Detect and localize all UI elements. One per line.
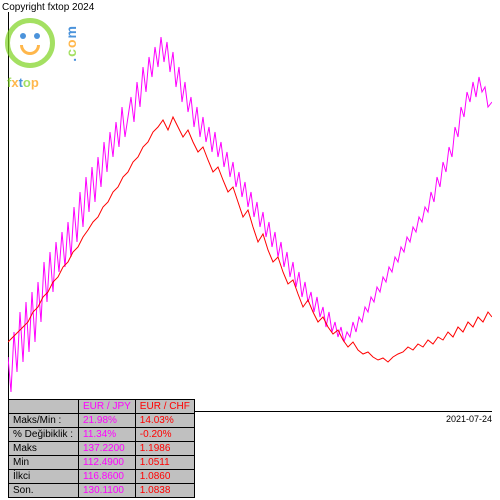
cell: 112.4900	[79, 456, 136, 470]
row-label: Min	[9, 456, 79, 470]
cell: 14.03%	[135, 414, 194, 428]
chart-lines	[8, 12, 492, 412]
table-row: İlkci116.86001.0860	[9, 470, 195, 484]
logo-smile	[20, 45, 40, 55]
row-label: Son.	[9, 484, 79, 498]
row-label: Maks	[9, 442, 79, 456]
table-row: Min112.49001.0511	[9, 456, 195, 470]
stats-col-0: EUR / JPY	[79, 400, 136, 414]
x-end-label: 2021-07-24	[446, 414, 492, 424]
table-row: Maks137.22001.1986	[9, 442, 195, 456]
cell: 11.34%	[79, 428, 136, 442]
stats-col-1: EUR / CHF	[135, 400, 194, 414]
table-row: Son.130.11001.0838	[9, 484, 195, 498]
chart-area: 2016-07-24 2021-07-24	[8, 12, 492, 412]
table-row: Maks/Min :21.98%14.03%	[9, 414, 195, 428]
row-label: İlkci	[9, 470, 79, 484]
cell: 116.8600	[79, 470, 136, 484]
cell: 1.0511	[135, 456, 194, 470]
series-eur-chf	[8, 117, 492, 362]
stats-table: EUR / JPY EUR / CHF Maks/Min :21.98%14.0…	[8, 399, 195, 498]
cell: 130.1100	[79, 484, 136, 498]
logo-bottom-text: fxtop	[7, 75, 39, 90]
stats-header-blank	[9, 400, 79, 414]
fxtop-logo: .com fxtop	[5, 10, 55, 60]
cell: 1.1986	[135, 442, 194, 456]
stats-header-row: EUR / JPY EUR / CHF	[9, 400, 195, 414]
cell: 137.2200	[79, 442, 136, 456]
cell: 21.98%	[79, 414, 136, 428]
cell: 1.0838	[135, 484, 194, 498]
row-label: Maks/Min :	[9, 414, 79, 428]
cell: 1.0860	[135, 470, 194, 484]
copyright-text: Copyright fxtop 2024	[2, 2, 94, 13]
row-label: % Değibiklik :	[9, 428, 79, 442]
cell: -0.20%	[135, 428, 194, 442]
table-row: % Değibiklik :11.34%-0.20%	[9, 428, 195, 442]
logo-face	[5, 18, 55, 68]
logo-side-text: .com	[63, 25, 79, 62]
series-eur-jpy	[8, 37, 492, 392]
